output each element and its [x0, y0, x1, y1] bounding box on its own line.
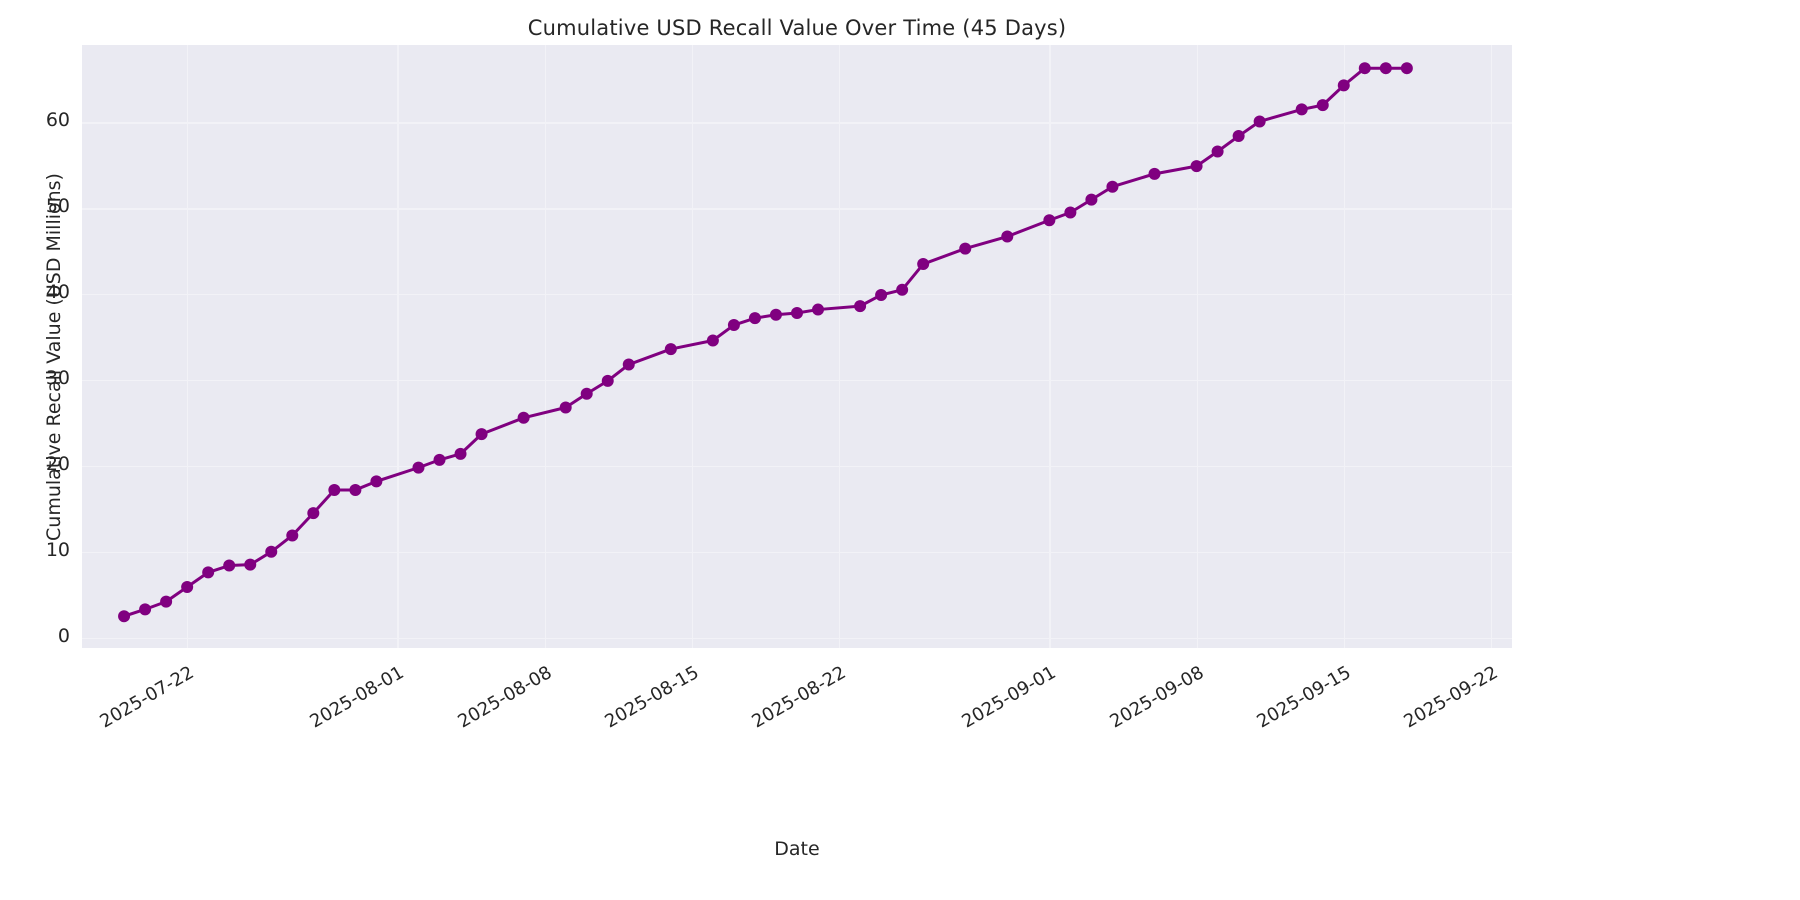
y-tick-label: 30 — [45, 367, 70, 389]
data-point — [622, 358, 635, 371]
data-point — [812, 303, 825, 316]
y-tick-label: 0 — [57, 624, 70, 647]
data-point — [580, 387, 593, 400]
data-point — [896, 283, 909, 296]
chart-title: Cumulative USD Recall Value Over Time (4… — [527, 16, 1067, 40]
data-point — [454, 447, 467, 460]
data-point — [769, 308, 782, 321]
gridline-y-20 — [82, 465, 1512, 468]
data-point — [307, 507, 320, 520]
y-tick-label: 50 — [45, 195, 70, 218]
plot-area — [82, 45, 1512, 648]
data-point — [748, 312, 761, 325]
data-point — [1211, 145, 1224, 158]
data-point — [517, 411, 530, 424]
gridline-y-50 — [82, 208, 1512, 210]
data-point — [601, 374, 614, 387]
x-tick-label: 2025-09-08 — [1105, 662, 1208, 733]
data-point — [160, 595, 173, 608]
gridline-x-2025-08-22 — [839, 45, 841, 648]
data-point — [1001, 230, 1014, 243]
data-point — [118, 610, 131, 623]
y-tick-label: 20 — [45, 452, 70, 475]
x-tick-label: 2025-09-15 — [1253, 662, 1355, 733]
data-point — [1295, 103, 1308, 116]
x-tick-label: 2025-08-08 — [454, 662, 556, 733]
data-point — [1064, 206, 1077, 219]
data-point — [139, 603, 152, 616]
data-point — [664, 343, 677, 356]
gridline-y-40 — [82, 294, 1512, 296]
gridline-y-10 — [82, 551, 1512, 554]
gridline-y-0 — [82, 637, 1512, 639]
data-point — [181, 581, 194, 594]
data-point — [1400, 62, 1413, 75]
y-tick-label: 10 — [45, 538, 70, 561]
data-point — [1337, 79, 1350, 92]
series-markers — [118, 62, 1413, 623]
data-point — [349, 483, 362, 496]
data-point — [1316, 99, 1329, 112]
y-axis-label: Cumulative Recall Value (USD Millions) — [43, 173, 65, 541]
data-point — [475, 428, 488, 441]
gridline-x-2025-09-01 — [1049, 45, 1051, 648]
gridline-x-2025-08-15 — [691, 45, 694, 648]
data-point — [854, 300, 867, 313]
data-point — [917, 258, 930, 271]
data-point — [244, 558, 257, 571]
data-point — [223, 559, 236, 572]
data-point — [1085, 193, 1098, 206]
data-point — [1148, 167, 1161, 180]
data-point — [265, 545, 278, 558]
y-tick-label: 40 — [45, 281, 70, 304]
data-point — [959, 242, 972, 255]
data-point — [1379, 62, 1392, 75]
data-point — [727, 319, 740, 332]
data-point — [370, 475, 383, 488]
x-axis-label: Date — [774, 838, 820, 860]
gridline-x-2025-08-01 — [397, 45, 399, 648]
gridline-x-2025-07-22 — [187, 45, 189, 648]
data-point — [328, 483, 341, 496]
data-point — [559, 401, 572, 414]
data-point — [202, 566, 215, 579]
data-point — [875, 288, 888, 301]
data-point — [1253, 115, 1266, 128]
gridline-x-2025-09-15 — [1343, 45, 1346, 648]
data-point — [1232, 130, 1245, 143]
y-tick-label: 60 — [45, 109, 70, 132]
data-point — [286, 529, 299, 542]
gridline-x-2025-09-08 — [1196, 45, 1198, 648]
gridline-x-2025-08-08 — [544, 45, 546, 648]
line-series-layer — [118, 62, 1413, 623]
data-point — [1106, 180, 1119, 193]
data-point — [791, 307, 803, 319]
x-tick-label: 2025-09-22 — [1400, 662, 1502, 733]
gridline-y-60 — [82, 122, 1512, 124]
gridline-y-30 — [82, 380, 1512, 382]
data-point — [706, 334, 719, 347]
data-point — [1358, 62, 1371, 75]
data-point — [412, 461, 425, 474]
data-point — [433, 453, 446, 466]
x-tick-label: 2025-08-15 — [601, 662, 703, 733]
data-point — [1043, 214, 1056, 227]
gridline-x-2025-09-22 — [1490, 45, 1493, 648]
data-point — [1190, 160, 1203, 173]
